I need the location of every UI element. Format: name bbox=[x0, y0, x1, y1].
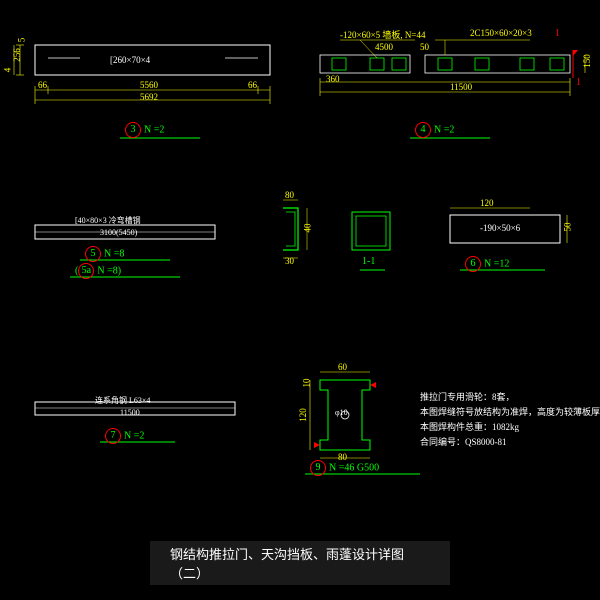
d4-top1: -120×60×5 墙板, N=44 bbox=[340, 28, 425, 41]
page-title: 钢结构推拉门、天沟挡板、雨蓬设计详图（二） bbox=[150, 541, 450, 585]
d4-caption: 4N =2 bbox=[415, 122, 454, 138]
d6-top: 120 bbox=[480, 198, 494, 208]
d9-caption: 9N =46 G500 bbox=[310, 460, 379, 476]
detail-9-geometry bbox=[305, 372, 420, 474]
d7-dim: 11500 bbox=[120, 408, 140, 417]
d4-s2: 4500 bbox=[375, 42, 393, 52]
d3-dim-v3: 5 bbox=[16, 38, 26, 43]
sec11-label: 1-1 bbox=[362, 256, 375, 267]
d4-s3: 50 bbox=[420, 42, 429, 52]
d6-box-text: -190×50×6 bbox=[480, 223, 520, 233]
d6-caption: 6N =12 bbox=[465, 256, 509, 272]
d3-caption: 3N =2 bbox=[125, 122, 164, 138]
d3-dim-right: 66 bbox=[248, 80, 257, 90]
d3-dim-total: 5692 bbox=[140, 92, 158, 102]
d3-dim-v1: 4 bbox=[2, 68, 12, 73]
d3-dim-mid: 5560 bbox=[140, 80, 158, 90]
d4-top2: 2C150×60×20×3 bbox=[470, 28, 532, 38]
d5-box-text: [40×80×3 冷弯槽钢 bbox=[75, 215, 141, 226]
d9-h: 120 bbox=[298, 408, 308, 422]
d5-dim: 3100(5450) bbox=[100, 228, 137, 237]
note-4: 合同编号：QS8000-81 bbox=[420, 435, 507, 448]
note-1: 推拉门专用滑轮：8套， bbox=[420, 390, 515, 403]
d4-s1: 360 bbox=[326, 74, 340, 84]
d9-top: 60 bbox=[338, 362, 347, 372]
d3-dim-left: 66 bbox=[38, 80, 47, 90]
d5-sec-bot: 30 bbox=[285, 256, 294, 266]
note-3: 本图焊构件总重：1082kg bbox=[420, 420, 519, 433]
d4-sec-bot: 1 bbox=[576, 77, 581, 88]
d6-side: 50 bbox=[563, 223, 573, 232]
d5-sec-side: 40 bbox=[303, 224, 313, 233]
d7-caption: 7N =2 bbox=[105, 428, 144, 444]
d9-t1: 10 bbox=[302, 379, 312, 388]
d5-caption: 5N =8 bbox=[85, 246, 124, 262]
d3-box-text: [260×70×4 bbox=[110, 55, 150, 65]
d5-sec-top: 80 bbox=[285, 190, 294, 200]
d4-v: 150 bbox=[582, 54, 592, 68]
d5a-caption: (5aN =8) bbox=[75, 263, 121, 279]
note-2: 本图焊缝符号放结构为准焊，高度为较薄板厚。 bbox=[420, 405, 600, 418]
drawing-canvas bbox=[0, 0, 600, 600]
d9-phi: φ10 bbox=[335, 408, 348, 417]
d3-dim-v2: 256 bbox=[12, 48, 22, 62]
d7-box-text: 连系角钢 L63×4 bbox=[95, 395, 150, 406]
d4-sec-top: 1 bbox=[555, 28, 560, 39]
d4-total: 11500 bbox=[450, 82, 472, 92]
